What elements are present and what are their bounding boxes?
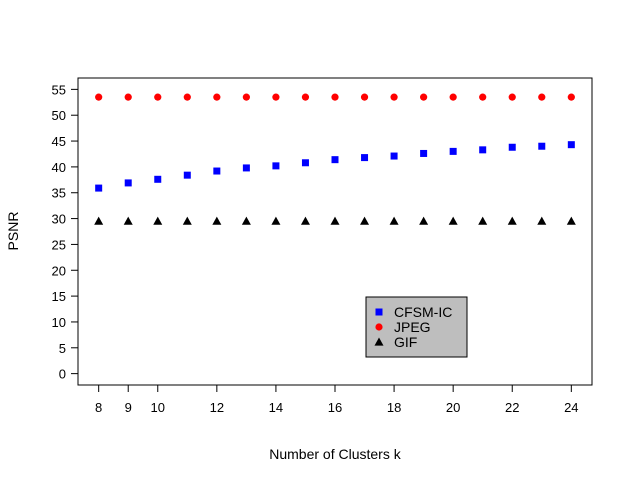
point-gif [182,216,192,225]
point-jpeg [154,93,162,101]
point-cfsm-ic [479,146,487,154]
point-gif [537,216,547,225]
y-axis-title: PSNR [5,212,21,251]
y-tick-label: 50 [52,108,66,123]
data-points [94,93,576,225]
y-tick-label: 40 [52,160,66,175]
y-tick-label: 15 [52,289,66,304]
point-gif [566,216,576,225]
point-gif [360,216,370,225]
y-tick-label: 45 [52,134,66,149]
point-gif [123,216,133,225]
x-tick-label: 14 [269,400,283,415]
plot-frame [77,77,593,386]
point-gif [419,216,429,225]
point-cfsm-ic [213,167,221,175]
point-cfsm-ic [272,162,280,170]
y-tick-label: 30 [52,212,66,227]
x-tick-label: 18 [387,400,401,415]
point-gif [212,216,222,225]
x-tick-label: 22 [505,400,519,415]
point-jpeg [538,93,546,101]
point-jpeg [479,93,487,101]
point-jpeg [242,93,250,101]
point-jpeg [272,93,280,101]
point-jpeg [301,93,310,101]
point-cfsm-ic [538,142,546,150]
x-tick-label: 9 [125,400,132,415]
point-gif [507,216,517,225]
x-tick-label: 10 [151,400,165,415]
point-gif [389,216,399,225]
point-gif [448,216,458,225]
legend-label-cfsm-ic: CFSM-IC [394,304,452,320]
point-gif [153,216,163,225]
point-cfsm-ic [361,154,369,162]
x-tick-label: 12 [210,400,224,415]
point-gif [330,216,340,225]
point-cfsm-ic [301,159,309,167]
y-tick-label: 25 [52,237,66,252]
point-cfsm-ic [567,141,575,149]
point-jpeg [360,93,369,101]
legend-box [365,296,468,358]
point-jpeg [508,93,516,101]
point-gif [271,216,281,225]
point-cfsm-ic [331,156,339,164]
y-tick-label: 20 [52,263,66,278]
point-jpeg [420,93,428,101]
point-cfsm-ic [508,143,516,151]
point-jpeg [124,93,132,101]
point-cfsm-ic [95,184,103,192]
y-tick-label: 10 [52,315,66,330]
legend-label-jpeg: JPEG [394,319,431,335]
point-gif [478,216,488,225]
point-cfsm-ic [420,149,428,157]
x-tick-label: 20 [446,400,460,415]
point-cfsm-ic [449,147,457,155]
y-tick-label: 5 [59,341,66,356]
point-jpeg [567,93,575,101]
point-cfsm-ic [154,175,162,183]
point-cfsm-ic [183,171,191,179]
point-jpeg [331,93,339,101]
y-tick-label: 55 [52,82,66,97]
x-tick-label: 16 [328,400,342,415]
point-jpeg [213,93,221,101]
legend-marker-jpeg [375,323,383,331]
point-jpeg [449,93,457,101]
y-axis: 0 5 10 15 20 25 30 35 40 45 50 55 [52,82,79,382]
y-tick-label: 0 [59,367,66,382]
point-jpeg [390,93,398,101]
legend-marker-gif [374,337,384,346]
x-axis: 8 9 10 12 14 16 18 20 22 24 [95,384,579,415]
point-gif [300,216,310,225]
point-jpeg [95,93,103,101]
x-tick-label: 8 [95,400,102,415]
point-cfsm-ic [242,164,250,172]
x-axis-title: Number of Clusters k [269,446,401,462]
legend-marker-cfsm-ic [375,308,383,316]
point-gif [94,216,104,225]
point-cfsm-ic [124,179,132,187]
point-gif [241,216,251,225]
legend-label-gif: GIF [394,334,417,350]
y-tick-label: 35 [52,186,66,201]
x-tick-label: 24 [564,400,578,415]
point-cfsm-ic [390,152,398,160]
point-jpeg [183,93,191,101]
